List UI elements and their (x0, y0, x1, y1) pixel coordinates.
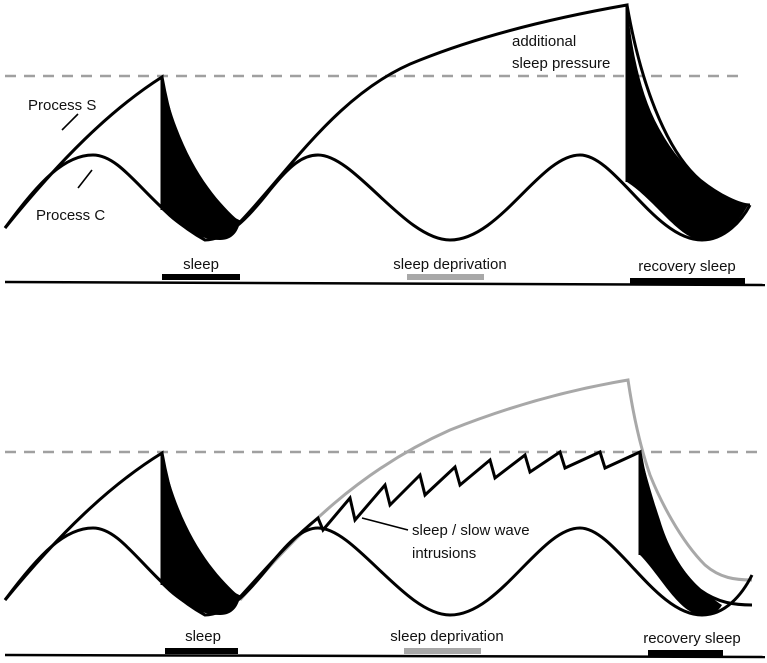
top-time-axis (4, 280, 766, 287)
bottom-sleep-shading (162, 453, 240, 615)
bottom-sleep-bar-label: sleep (185, 628, 221, 645)
top-sleep-shading (162, 77, 240, 240)
bottom-process-s-curve (3, 449, 753, 607)
top-recovery-shading (627, 5, 748, 240)
bottom-recovery-shading (640, 452, 722, 615)
additional-label: additional (512, 33, 576, 50)
bottom-process-c-curve (3, 526, 754, 617)
top-recovery-bar-label: recovery sleep (638, 258, 736, 275)
top-process-s-curve (3, 3, 751, 229)
process-s-label: Process S (28, 97, 96, 114)
process-c-leader (77, 169, 93, 189)
top-sleep-bar (162, 274, 240, 280)
intrusions-leader (361, 517, 409, 531)
top-deprivation-bar (407, 274, 484, 280)
bottom-deprivation-bar-label: sleep deprivation (390, 628, 503, 645)
bottom-sleep-bar (165, 648, 238, 654)
top-recovery-bar (630, 278, 745, 284)
bottom-recovery-bar (648, 650, 723, 656)
intrusions-label-line2: intrusions (412, 545, 476, 562)
top-deprivation-bar-label: sleep deprivation (393, 256, 506, 273)
top-process-c-curve (3, 153, 752, 242)
top-panel: Process S Process C additional sleep pre… (3, 3, 766, 287)
bottom-deprivation-bar (404, 648, 481, 654)
process-s-leader (61, 113, 79, 131)
bottom-recovery-bar-label: recovery sleep (643, 630, 741, 647)
top-sleep-bar-label: sleep (183, 256, 219, 273)
intrusions-label-line1: sleep / slow wave (412, 522, 530, 539)
no-intrusion-pressure-curve (238, 378, 753, 601)
process-c-label: Process C (36, 207, 105, 224)
bottom-panel: sleep / slow wave intrusions sleep sleep… (3, 378, 766, 659)
sleep-pressure-label: sleep pressure (512, 55, 610, 72)
bottom-time-axis (4, 653, 766, 659)
